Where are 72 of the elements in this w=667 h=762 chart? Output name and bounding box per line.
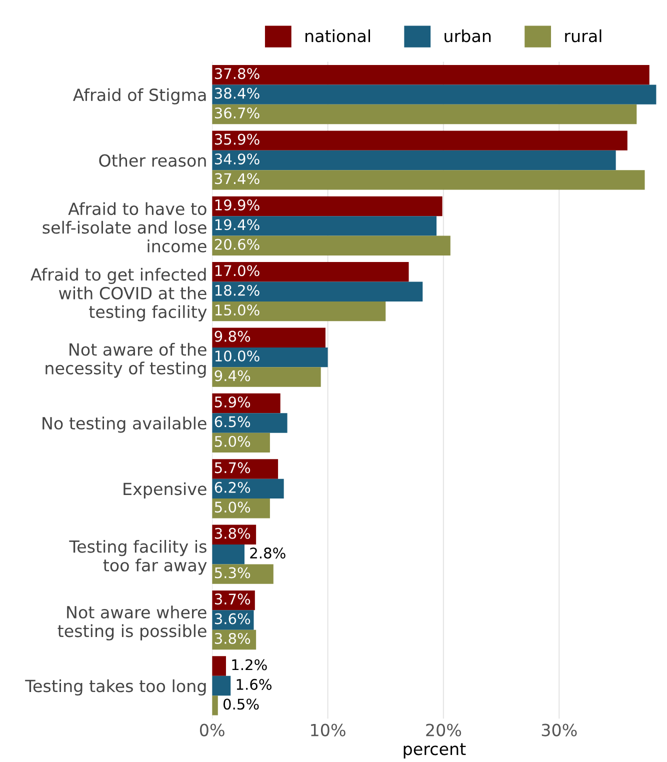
bar xyxy=(212,347,328,368)
data-label: 37.4% xyxy=(214,173,260,184)
y-tick-label: Afraid to have to self-isolate and lose income xyxy=(42,202,206,252)
bar xyxy=(212,301,386,322)
data-label: 2.8% xyxy=(250,548,286,559)
legend-label: national xyxy=(306,29,370,42)
bar xyxy=(212,84,656,104)
data-label: 15.0% xyxy=(215,304,260,316)
x-tick-label: 0% xyxy=(200,724,224,736)
bar xyxy=(212,696,218,716)
data-label: 37.8% xyxy=(214,68,260,80)
y-tick-label: Testing facility is too far away xyxy=(69,540,207,575)
bar xyxy=(212,676,231,696)
y-tick-label: Expensive xyxy=(124,482,206,498)
bar xyxy=(212,393,280,414)
x-tick-label: 30% xyxy=(542,724,577,736)
data-label: 19.9% xyxy=(215,199,260,210)
data-label: 35.9% xyxy=(214,134,260,145)
data-label: 5.7% xyxy=(214,462,250,474)
bar xyxy=(212,65,650,85)
data-label: 5.3% xyxy=(214,567,250,578)
bar xyxy=(212,367,321,387)
bar xyxy=(212,459,278,479)
x-axis-title: percent xyxy=(404,743,466,758)
bar xyxy=(212,104,637,124)
data-label: 5.9% xyxy=(214,396,250,408)
bar xyxy=(212,170,645,190)
x-tick-label: 20% xyxy=(426,724,462,736)
bar xyxy=(212,564,274,584)
bar xyxy=(212,656,226,676)
data-label: 9.8% xyxy=(214,330,250,342)
bar xyxy=(212,196,442,216)
bar xyxy=(212,328,326,348)
bar xyxy=(212,216,437,236)
data-label: 6.2% xyxy=(214,482,250,493)
data-label: 9.4% xyxy=(214,370,250,382)
y-tick-label: Testing takes too long xyxy=(25,679,206,696)
bar xyxy=(212,150,616,170)
bar xyxy=(212,130,628,150)
bar xyxy=(212,236,450,256)
data-label: 34.9% xyxy=(214,153,260,164)
bar xyxy=(212,544,244,564)
data-label: 0.5% xyxy=(223,698,259,710)
bar xyxy=(212,413,288,433)
data-label: 6.5% xyxy=(214,416,250,428)
data-label: 20.6% xyxy=(214,238,260,250)
bar xyxy=(212,282,423,302)
data-label: 18.2% xyxy=(215,284,260,296)
data-label: 5.0% xyxy=(214,436,250,447)
x-tick-label: 10% xyxy=(311,724,346,736)
data-label: 3.7% xyxy=(214,594,250,605)
data-label: 19.4% xyxy=(215,219,260,230)
legend-label: urban xyxy=(444,29,491,42)
y-tick-label: No testing available xyxy=(42,416,206,433)
legend-label: rural xyxy=(565,29,602,42)
bar xyxy=(212,478,284,499)
bar xyxy=(212,262,409,282)
data-label: 3.8% xyxy=(214,632,250,644)
data-label: 1.2% xyxy=(232,659,267,670)
y-tick-label: Afraid to get infected with COVID at the testing facility xyxy=(30,268,207,322)
data-label: 3.8% xyxy=(214,528,250,539)
y-tick-label: Not aware where testing is possible xyxy=(58,606,206,640)
data-label: 3.6% xyxy=(214,613,250,624)
data-label: 10.0% xyxy=(215,350,260,362)
data-label: 5.0% xyxy=(214,502,250,513)
data-label: 1.6% xyxy=(236,678,272,690)
y-tick-label: Afraid of Stigma xyxy=(73,88,206,104)
data-label: 36.7% xyxy=(214,107,260,118)
y-tick-label: Other reason xyxy=(99,154,206,167)
data-label: 17.0% xyxy=(215,265,260,276)
data-label: 38.4% xyxy=(214,88,260,99)
y-tick-label: Not aware of the necessity of testing xyxy=(46,342,206,378)
